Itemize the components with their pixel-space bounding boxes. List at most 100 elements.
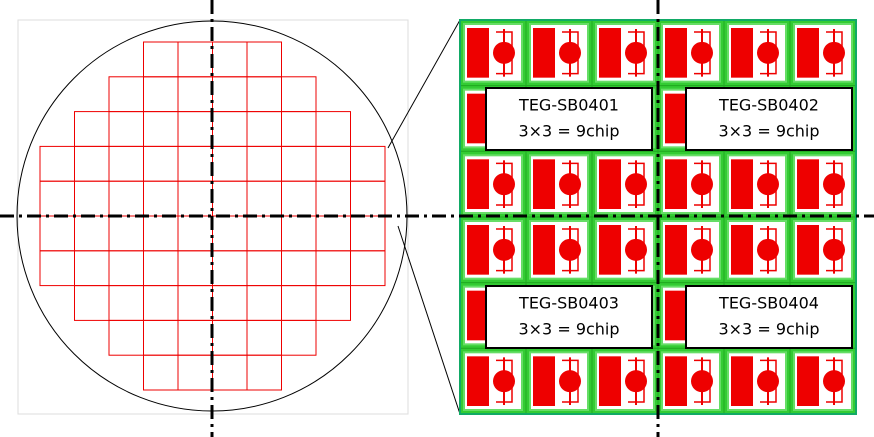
die: [212, 76, 248, 113]
pad-round: [757, 173, 779, 196]
die: [39, 215, 75, 252]
die: [108, 319, 144, 356]
die: [246, 41, 282, 78]
label-name: TEG-SB0403: [518, 294, 619, 313]
pad-round: [625, 41, 647, 64]
die: [177, 250, 213, 287]
pad-round: [823, 41, 845, 64]
pad: [467, 356, 489, 406]
die: [246, 319, 282, 356]
die: [143, 319, 179, 356]
pad: [599, 356, 621, 406]
zoom-line: [387, 19, 461, 149]
die: [74, 215, 110, 252]
die: [350, 250, 386, 287]
pad: [731, 356, 753, 406]
pad: [533, 225, 555, 275]
pad: [665, 93, 687, 144]
label-name: TEG-SB0402: [718, 96, 819, 115]
die: [315, 215, 351, 252]
pad-round: [691, 41, 713, 64]
label-spec: 3×3 = 9chip: [518, 320, 619, 339]
pad: [467, 290, 489, 341]
die: [246, 250, 282, 287]
die: [108, 285, 144, 321]
die: [143, 215, 179, 252]
die: [281, 215, 317, 252]
pad: [665, 356, 687, 406]
pad: [533, 159, 555, 209]
pad: [797, 356, 819, 406]
die: [281, 285, 317, 321]
pad-round: [691, 238, 713, 261]
die: [281, 76, 317, 113]
die: [246, 76, 282, 113]
die: [315, 250, 351, 287]
die: [143, 354, 179, 391]
die: [246, 145, 282, 182]
label-spec: 3×3 = 9chip: [518, 122, 619, 141]
die: [281, 319, 317, 356]
die: [177, 180, 213, 217]
wafer-grid: [39, 41, 386, 391]
die: [143, 41, 179, 78]
die: [281, 250, 317, 287]
die: [108, 215, 144, 252]
die: [108, 145, 144, 182]
labels: TEG-SB0401 3×3 = 9chip TEG-SB0402 3×3 = 9ch…: [485, 87, 853, 349]
die: [212, 250, 248, 287]
die: [177, 111, 213, 147]
label-spec: 3×3 = 9chip: [718, 320, 819, 339]
pad: [533, 28, 555, 78]
pad-round: [559, 41, 581, 64]
die: [39, 145, 75, 182]
die: [281, 111, 317, 147]
die: [74, 250, 110, 287]
die: [212, 180, 248, 217]
die: [74, 145, 110, 182]
die: [143, 285, 179, 321]
pad: [665, 225, 687, 275]
die: [315, 285, 351, 321]
die: [350, 215, 386, 252]
pad-round: [757, 370, 779, 393]
die: [143, 180, 179, 217]
die: [177, 215, 213, 252]
pad-round: [493, 173, 515, 196]
pad-round: [559, 370, 581, 393]
die: [108, 250, 144, 287]
label-box: [685, 87, 853, 151]
pad: [467, 93, 489, 144]
pad-round: [625, 370, 647, 393]
die: [143, 250, 179, 287]
die: [212, 111, 248, 147]
die: [143, 145, 179, 182]
die: [246, 354, 282, 391]
pad: [467, 159, 489, 209]
die: [108, 180, 144, 217]
die: [177, 319, 213, 356]
die: [246, 180, 282, 217]
pad: [599, 28, 621, 78]
pad-round: [625, 173, 647, 196]
pad-round: [559, 238, 581, 261]
pad: [665, 290, 687, 341]
die: [39, 180, 75, 217]
die: [177, 41, 213, 78]
pad-round: [559, 173, 581, 196]
die: [143, 111, 179, 147]
label-spec: 3×3 = 9chip: [718, 122, 819, 141]
die: [212, 319, 248, 356]
pad-round: [625, 238, 647, 261]
pad: [797, 28, 819, 78]
pad: [665, 159, 687, 209]
pad-round: [823, 173, 845, 196]
die: [350, 180, 386, 217]
die: [212, 285, 248, 321]
pad: [467, 225, 489, 275]
pad-round: [691, 173, 713, 196]
pad-round: [823, 370, 845, 393]
die: [74, 111, 110, 147]
